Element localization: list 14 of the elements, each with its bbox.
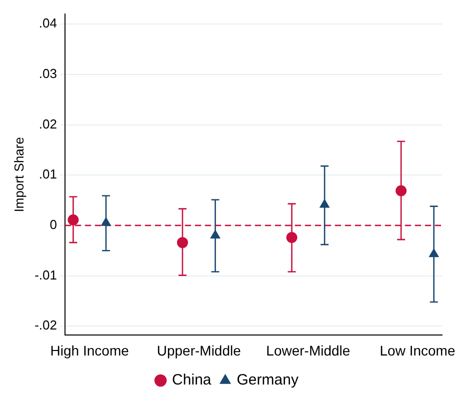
- y-tick-label: .03: [38, 66, 57, 81]
- x-tick-label: Upper-Middle: [156, 342, 242, 358]
- y-tick-label: 0: [50, 217, 57, 232]
- y-tick-label: -.02: [34, 318, 57, 333]
- x-tick-label: High Income: [50, 342, 130, 358]
- y-tick-label: .04: [38, 16, 57, 31]
- y-tick-label: .02: [38, 116, 57, 132]
- x-tick-label: Lower-Middle: [266, 342, 350, 358]
- x-tick-label: Low Income: [380, 342, 456, 358]
- legend-label: Germany: [236, 372, 299, 389]
- y-axis-title: Import Share: [11, 137, 26, 212]
- y-tick-label: .01: [38, 166, 57, 182]
- y-tick-label: -.01: [34, 267, 57, 282]
- legend-label: China: [172, 372, 212, 389]
